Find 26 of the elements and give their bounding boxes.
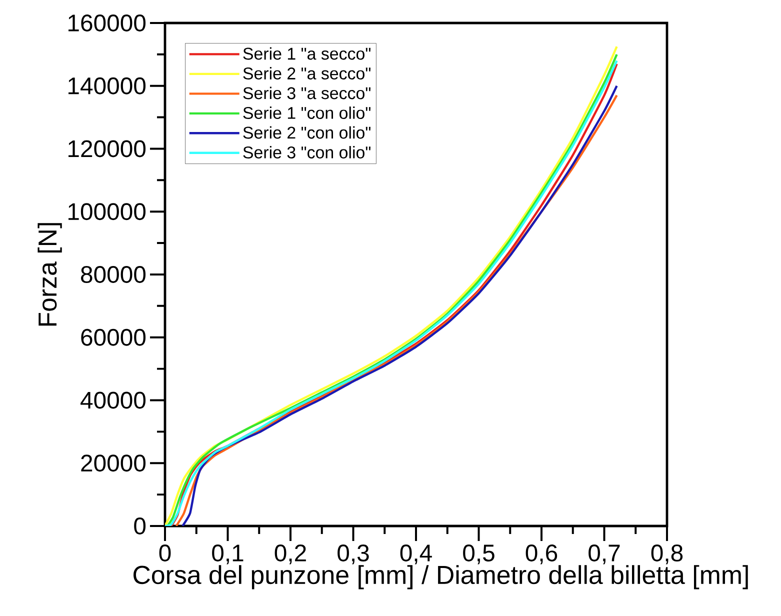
legend-label: Serie 1 "con olio" — [243, 106, 370, 119]
x-tick-label: 0,5 — [463, 544, 494, 564]
y-tick-label: 160000 — [68, 14, 146, 32]
x-tick-label: 0,4 — [400, 544, 432, 564]
y-axis-title: Forza [N] — [38, 223, 62, 326]
x-tick-label: 0,8 — [651, 544, 683, 564]
y-tick-label: 20000 — [81, 454, 146, 472]
y-tick-label: 80000 — [81, 266, 146, 283]
x-axis-title: Corsa del punzone [mm] / Diametro della billetta [mm] — [134, 565, 748, 590]
x-tick-label: 0,7 — [588, 544, 620, 564]
y-tick-label: 40000 — [80, 392, 146, 409]
legend-label: Serie 1 "a secco" — [243, 47, 370, 60]
y-tick-label: 140000 — [68, 77, 146, 94]
y-tick-label: 120000 — [68, 140, 146, 158]
x-tick-label: 0,1 — [212, 544, 244, 564]
x-tick-label: 0,2 — [274, 544, 306, 564]
x-tick-label: 0,3 — [338, 544, 369, 564]
y-tick-label: 0 — [134, 518, 146, 534]
legend-label: Serie 2 "con olio" — [243, 126, 370, 139]
legend-label: Serie 3 "con olio" — [243, 146, 370, 158]
y-tick-label: 100000 — [68, 203, 146, 220]
x-tick-label: 0 — [159, 544, 171, 562]
x-tick-label: 0,6 — [526, 544, 558, 564]
legend-label: Serie 3 "a secco" — [243, 86, 370, 100]
legend-label: Serie 2 "a secco" — [243, 67, 370, 80]
y-tick-label: 60000 — [81, 328, 146, 346]
